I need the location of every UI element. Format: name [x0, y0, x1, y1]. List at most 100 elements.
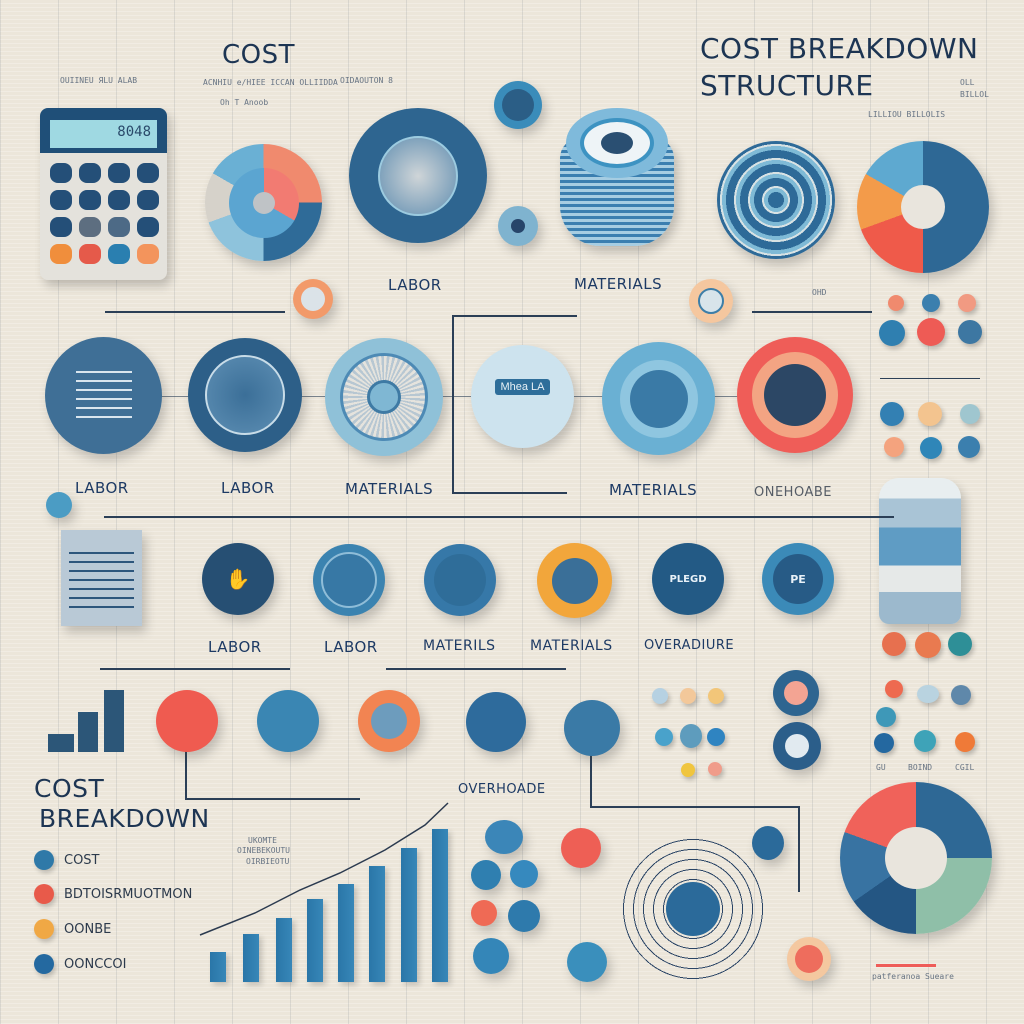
small-node: [567, 942, 607, 982]
header-title-left: COST: [222, 40, 296, 70]
orange-badge-icon: [293, 279, 333, 319]
scribble-5: OLL: [960, 78, 975, 87]
segmented-wheel-icon: [205, 144, 322, 261]
scribble-1: OUIINEU ЯLU ALAB: [60, 76, 138, 85]
overhead-node-red[interactable]: [156, 690, 218, 752]
small-node: [508, 900, 540, 932]
swirl-node-small[interactable]: [773, 722, 821, 770]
row2-label-labor-2: LABOR: [221, 479, 275, 497]
title-line-1: COST BREAKDOWN: [700, 32, 979, 65]
small-node: [471, 900, 497, 926]
trend-line: [199, 802, 449, 936]
extra-node-3[interactable]: PE: [762, 543, 834, 615]
connector-line: [185, 798, 360, 800]
small-icon: [948, 632, 972, 656]
scribble-7: LILLIOU BILLOLIS: [868, 110, 946, 119]
small-node: [471, 860, 501, 890]
document-icon: [61, 530, 142, 626]
small-icon: [874, 733, 894, 753]
small-round-icon: [46, 492, 72, 518]
connector-line: [100, 668, 290, 670]
scribble-2: ACNHIU e/HIEE ICCAN OLLIIDDA: [203, 78, 338, 87]
calculator-icon: 8048: [40, 108, 167, 280]
overhead-node-blue[interactable]: [257, 690, 319, 752]
small-icon: [955, 732, 975, 752]
labor-doc-node[interactable]: [45, 337, 162, 454]
row1-label-labor: LABOR: [388, 276, 442, 294]
overhead-node-3[interactable]: PLEGD: [652, 543, 724, 615]
legend-title-line2: BREAKDOWN: [39, 804, 210, 833]
row2-label-labor-1: LABOR: [75, 479, 129, 497]
bar-7: [401, 848, 417, 982]
header-title-right: COST BREAKDOWN STRUCTURE: [700, 30, 978, 104]
small-icon: [880, 402, 904, 426]
radar-icon: [618, 834, 768, 984]
small-icon: [680, 724, 702, 748]
row2-label-materials-1: MATERIALS: [345, 480, 434, 498]
badge-node[interactable]: Mhea LA: [471, 345, 574, 448]
scribble-4: Oh T Anoob: [220, 98, 269, 107]
small-icon: [951, 685, 971, 705]
row2-label-overhead: ONEHOABE: [754, 485, 832, 500]
connector-line: [880, 378, 980, 379]
labor-node-4[interactable]: [313, 544, 385, 616]
labor-dial-icon: [349, 108, 487, 243]
donut-chart-bottom: [840, 782, 992, 934]
badge-label: Mhea LA: [495, 378, 550, 395]
overhead-node-dark[interactable]: [466, 692, 526, 752]
connector-line: [386, 668, 566, 670]
chart-note-2: OINEBEKOUTU: [237, 846, 290, 855]
labor-node-3[interactable]: ✋: [202, 543, 274, 615]
overhead-target-node[interactable]: [737, 337, 853, 453]
connector-line: [105, 311, 285, 313]
connector-line: [590, 728, 592, 806]
small-icon: [920, 437, 942, 459]
target-node-small[interactable]: [773, 670, 819, 716]
materials-target-node[interactable]: [602, 342, 715, 455]
materials-node-3[interactable]: [424, 544, 496, 616]
bar-4: [307, 899, 323, 982]
row1-label-materials: MATERIALS: [574, 275, 663, 293]
small-icon: [917, 685, 939, 703]
target-wheel-icon: [717, 141, 835, 259]
connector-line: [452, 315, 454, 492]
scribble-6: BILLOL: [960, 90, 989, 99]
materials-node-4[interactable]: [537, 543, 612, 618]
small-node: [561, 828, 601, 868]
footer-note: patferanoa Sueare: [872, 972, 954, 981]
connector-line: [185, 728, 187, 800]
connector-line: [590, 806, 800, 808]
data-stack-icon: [879, 478, 961, 624]
legend-title-line1: COST: [34, 774, 105, 803]
labor-coin-node[interactable]: [188, 338, 302, 452]
small-icon: [708, 688, 724, 704]
small-node: [752, 826, 784, 860]
small-icon: [960, 404, 980, 424]
side-label-2: BOIND: [908, 763, 933, 772]
row3-label-2: LABOR: [324, 638, 378, 656]
chart-note-3: OIRBIEOTU: [246, 857, 290, 866]
small-node: [485, 820, 523, 854]
small-node-icon-2: [498, 206, 538, 246]
row3-label-3: MATERILS: [423, 638, 496, 654]
scribble-3: OIDAOUTON 8: [340, 76, 393, 85]
mini-bar-icon: [46, 688, 128, 752]
overhead-node-orange[interactable]: [358, 690, 420, 752]
small-icon: [884, 437, 904, 457]
small-icon: [876, 707, 896, 727]
small-node: [473, 938, 509, 974]
small-icon: [708, 762, 722, 776]
small-icon: [922, 294, 940, 312]
row3-label-4: MATERIALS: [530, 638, 613, 654]
materials-stack-icon: [560, 108, 674, 248]
side-label-3: CGIL: [955, 763, 975, 772]
legend-item-2: BDTOISRMUOTMON: [34, 884, 192, 904]
calculator-display: 8048: [50, 120, 157, 148]
overhead-label: OVERHOADE: [458, 782, 546, 797]
materials-gauge-node[interactable]: [325, 338, 443, 456]
calculator-keypad: [40, 153, 167, 274]
row3-label-5: OVERADIURE: [644, 638, 735, 653]
bar-5: [338, 884, 354, 982]
small-icon: [680, 688, 696, 704]
overhead-node-dark-2[interactable]: [564, 700, 620, 756]
